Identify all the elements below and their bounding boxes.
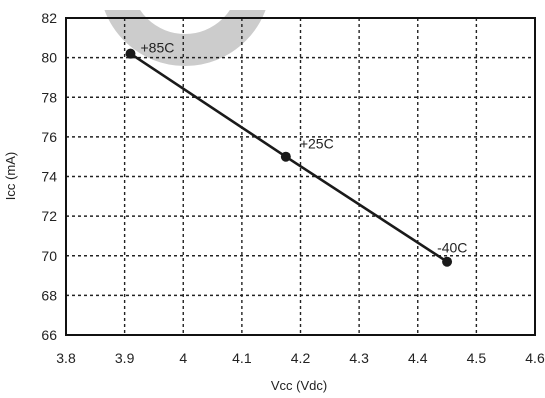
x-axis-ticks: 3.8 3.9 4 4.1 4.2 4.3 4.4 4.5 4.6 [56, 350, 545, 366]
x-tick-label: 4.2 [291, 350, 311, 366]
data-point-label: -40C [437, 240, 467, 256]
x-tick-label: 4.6 [525, 350, 545, 366]
y-tick-label: 82 [41, 10, 57, 26]
x-tick-label: 4.4 [408, 350, 428, 366]
y-tick-label: 74 [41, 169, 57, 185]
plot-frame [65, 17, 536, 336]
y-axis-ticks: 66 68 70 72 74 76 78 80 82 [41, 10, 57, 343]
y-tick-label: 80 [41, 50, 57, 66]
x-tick-label: 3.8 [56, 350, 76, 366]
x-axis-label: Vcc (Vdc) [271, 378, 327, 393]
y-tick-label: 68 [41, 287, 57, 303]
x-tick-label: 4.5 [467, 350, 487, 366]
x-tick-label: 4.3 [349, 350, 369, 366]
y-tick-label: 78 [41, 89, 57, 105]
y-tick-label: 76 [41, 129, 57, 145]
y-axis-label: Icc (mA) [3, 152, 18, 200]
gridlines [66, 18, 535, 335]
x-tick-label: 4.1 [232, 350, 252, 366]
plot-border [65, 17, 536, 336]
data-point [280, 151, 291, 162]
y-tick-label: 66 [41, 327, 57, 343]
y-tick-label: 72 [41, 208, 57, 224]
x-tick-label: 3.9 [115, 350, 135, 366]
data-point-label: +85C [140, 40, 174, 56]
x-tick-label: 4 [179, 350, 187, 366]
data-point [125, 48, 136, 59]
data-point-label: +25C [300, 136, 334, 152]
data-series: +85C +25C -40C [125, 40, 467, 267]
data-point [442, 256, 453, 267]
watermark-ring [70, 0, 330, 66]
y-tick-label: 70 [41, 248, 57, 264]
